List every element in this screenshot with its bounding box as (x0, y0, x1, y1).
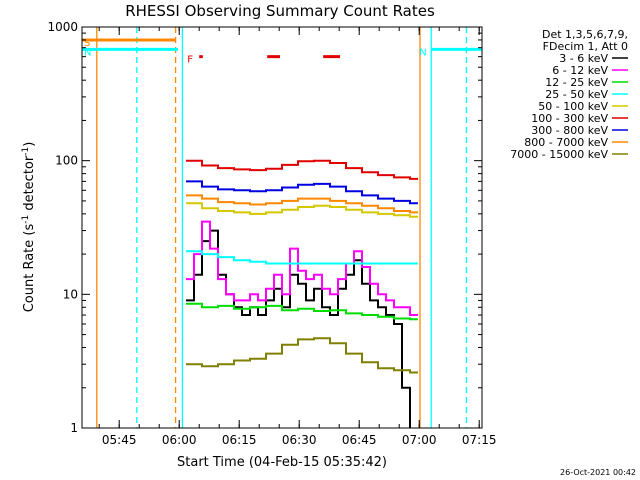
x-tick-label: 06:45 (342, 433, 377, 447)
state-bar-label: N (84, 47, 91, 58)
legend-label: 300 - 800 keV (531, 124, 608, 137)
timestamp: 26-Oct-2021 00:42 (560, 468, 636, 477)
legend-label: 12 - 25 keV (545, 76, 608, 89)
y-label-sup: -1 (21, 147, 31, 156)
legend-label: 25 - 50 keV (545, 88, 608, 101)
x-tick-label: 07:15 (462, 433, 497, 447)
x-tick-label: 05:45 (102, 433, 137, 447)
series-line (186, 302, 418, 321)
series-line (186, 159, 418, 180)
x-tick-label: 06:30 (282, 433, 317, 447)
y-axis-label: Count Rate (s-1 detector-1) (21, 142, 37, 313)
series-line (186, 194, 418, 214)
state-bars: SN NF (82, 38, 482, 66)
series-line (186, 202, 418, 218)
legend-label: 100 - 300 keV (531, 112, 608, 125)
legend: Det 1,3,5,6,7,9,FDecim 1, Att 03 - 6 keV… (510, 28, 628, 161)
y-label-sup: -1 (21, 215, 31, 224)
legend-label: 3 - 6 keV (559, 52, 608, 65)
plot-frame (81, 26, 483, 429)
y-tick-label: 1 (70, 421, 78, 435)
y-tick-label: 10 (63, 287, 78, 301)
x-tick-label: 07:00 (402, 433, 437, 447)
series-line (186, 180, 418, 205)
state-bar-label: S (84, 38, 90, 49)
y-label-part: ) (22, 142, 37, 147)
x-axis-ticks: 05:45 06:00 06:15 06:30 06:45 07:00 07:15 (98, 27, 497, 447)
series-group (186, 159, 418, 428)
legend-label: 7000 - 15000 keV (510, 148, 608, 161)
series-line (186, 250, 418, 265)
legend-label: 800 - 7000 keV (524, 136, 608, 149)
event-lines (96, 27, 468, 428)
legend-header: Det 1,3,5,6,7,9, (542, 28, 628, 41)
legend-label: 50 - 100 keV (538, 100, 608, 113)
y-label-part: Count Rate (s (22, 224, 37, 313)
series-line (186, 337, 418, 374)
y-axis-ticks: 1 10 100 1000 (47, 20, 482, 435)
x-axis-label: Start Time (04-Feb-15 05:35:42) (177, 455, 387, 470)
legend-header: FDecim 1, Att 0 (543, 40, 628, 53)
series-line (186, 220, 418, 316)
chart-title: RHESSI Observing Summary Count Rates (125, 2, 435, 20)
y-tick-label: 100 (55, 154, 78, 168)
state-bar-label: N (419, 47, 426, 58)
x-tick-label: 06:00 (162, 433, 197, 447)
legend-label: 6 - 12 keV (552, 64, 608, 77)
state-bar-label: F (187, 55, 193, 66)
y-label-part: detector (22, 155, 37, 215)
y-tick-label: 1000 (47, 20, 78, 34)
x-tick-label: 06:15 (222, 433, 257, 447)
